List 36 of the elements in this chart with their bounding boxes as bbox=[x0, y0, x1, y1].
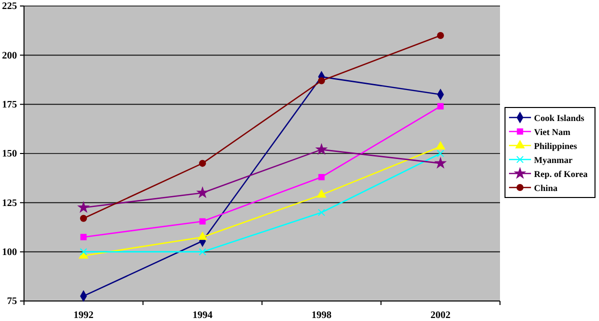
point bbox=[435, 158, 446, 168]
y-tick-label: 150 bbox=[2, 148, 17, 160]
x-tick-label: 1998 bbox=[312, 310, 332, 321]
y-tick-label: 100 bbox=[2, 247, 17, 258]
y-tick-label: 125 bbox=[2, 198, 17, 209]
point bbox=[198, 248, 206, 256]
point bbox=[199, 218, 206, 224]
legend-label: Viet Nam bbox=[534, 127, 571, 137]
point bbox=[318, 174, 325, 180]
x-tick-label: 2002 bbox=[430, 310, 450, 321]
point bbox=[80, 234, 87, 240]
y-tick-label: 225 bbox=[2, 1, 17, 12]
x-tick-label: 1994 bbox=[192, 310, 212, 321]
point bbox=[80, 214, 87, 222]
legend-label: Philippines bbox=[534, 141, 578, 151]
y-tick-label: 75 bbox=[7, 296, 17, 308]
point bbox=[199, 160, 206, 167]
y-tick-label: 175 bbox=[2, 100, 17, 111]
point bbox=[80, 248, 88, 256]
y-tick-label: 200 bbox=[2, 50, 17, 62]
point bbox=[437, 32, 444, 39]
point bbox=[78, 202, 89, 212]
legend-label: Cook Islands bbox=[534, 113, 585, 123]
point bbox=[316, 190, 326, 198]
point bbox=[436, 141, 446, 150]
point bbox=[318, 208, 326, 216]
point bbox=[437, 103, 444, 110]
point bbox=[318, 77, 325, 84]
point bbox=[316, 144, 327, 154]
point bbox=[197, 187, 208, 198]
point bbox=[436, 150, 444, 158]
legend-label: Rep. of Korea bbox=[534, 169, 588, 179]
legend-label: China bbox=[534, 183, 558, 193]
x-tick-label: 1992 bbox=[74, 310, 94, 321]
point bbox=[198, 232, 208, 240]
legend-label: Myanmar bbox=[534, 155, 572, 165]
